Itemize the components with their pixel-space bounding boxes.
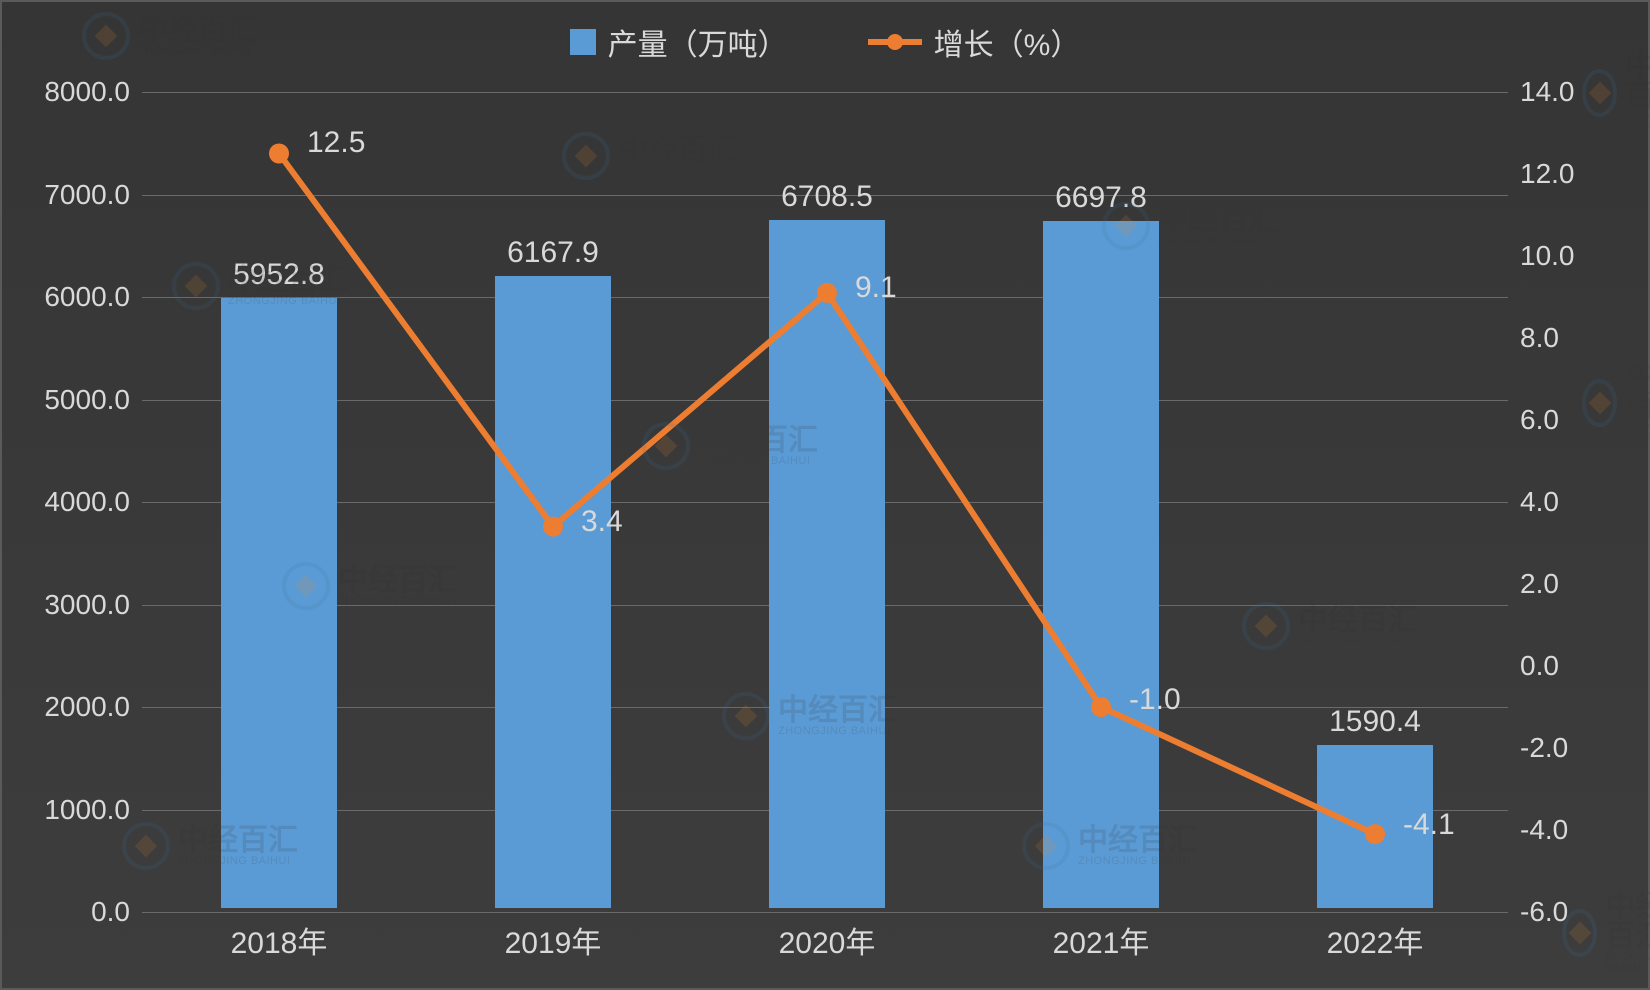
legend-label-line: 增长（%）	[934, 20, 1081, 64]
y-left-tick: 1000.0	[44, 794, 142, 826]
y-right-tick: -4.0	[1508, 814, 1568, 846]
y-left-tick: 5000.0	[44, 384, 142, 416]
x-tick: 2022年	[1327, 908, 1424, 962]
watermark-icon	[1582, 379, 1617, 427]
y-left-tick: 7000.0	[44, 179, 142, 211]
watermark: 中经百汇ZHONGJING BAIHUI	[1582, 362, 1650, 444]
line-value-label: -4.1	[1403, 808, 1455, 842]
legend-swatch-line	[868, 39, 922, 45]
y-left-tick: 2000.0	[44, 691, 142, 723]
y-left-tick: 4000.0	[44, 486, 142, 518]
y-left-tick: 3000.0	[44, 589, 142, 621]
line-value-label: -1.0	[1129, 683, 1181, 717]
watermark-text-cn: 中经百汇	[1605, 892, 1650, 952]
y-right-tick: 2.0	[1508, 568, 1559, 600]
chart-container: 产量（万吨） 增长（%） 0.01000.02000.03000.04000.0…	[0, 0, 1650, 990]
legend-swatch-bar	[570, 29, 596, 55]
y-left-tick: 0.0	[91, 896, 142, 928]
legend-item-line: 增长（%）	[868, 20, 1081, 64]
plot-area: 0.01000.02000.03000.04000.05000.06000.07…	[142, 92, 1508, 908]
y-left-tick: 8000.0	[44, 76, 142, 108]
y-right-tick: 4.0	[1508, 486, 1559, 518]
watermark-text-en: ZHONGJING BAIHUI	[1625, 112, 1650, 134]
legend: 产量（万吨） 增长（%）	[2, 20, 1648, 64]
y-right-tick: 8.0	[1508, 322, 1559, 354]
watermark-text-en: ZHONGJING BAIHUI	[1625, 422, 1650, 444]
line-value-label: 3.4	[581, 505, 623, 539]
line-series	[142, 92, 1512, 912]
x-tick: 2018年	[231, 908, 328, 962]
line-value-label: 12.5	[307, 126, 365, 160]
x-tick: 2021年	[1053, 908, 1150, 962]
y-right-tick: 14.0	[1508, 76, 1575, 108]
watermark-text-cn: 中经百汇	[1625, 362, 1650, 422]
watermark: 中经百汇ZHONGJING BAIHUI	[1582, 52, 1650, 134]
legend-label-bar: 产量（万吨）	[608, 20, 788, 64]
watermark-icon	[1582, 69, 1617, 117]
watermark-text-en: ZHONGJING BAIHUI	[1605, 952, 1650, 974]
y-right-tick: -6.0	[1508, 896, 1568, 928]
y-right-tick: 6.0	[1508, 404, 1559, 436]
y-left-tick: 6000.0	[44, 281, 142, 313]
line-value-label: 9.1	[855, 271, 897, 305]
y-right-tick: -2.0	[1508, 732, 1568, 764]
y-right-tick: 0.0	[1508, 650, 1559, 682]
watermark: 中经百汇ZHONGJING BAIHUI	[1562, 892, 1650, 974]
x-tick: 2019年	[505, 908, 602, 962]
y-right-tick: 12.0	[1508, 158, 1575, 190]
y-right-tick: 10.0	[1508, 240, 1575, 272]
x-tick: 2020年	[779, 908, 876, 962]
legend-item-bar: 产量（万吨）	[570, 20, 788, 64]
